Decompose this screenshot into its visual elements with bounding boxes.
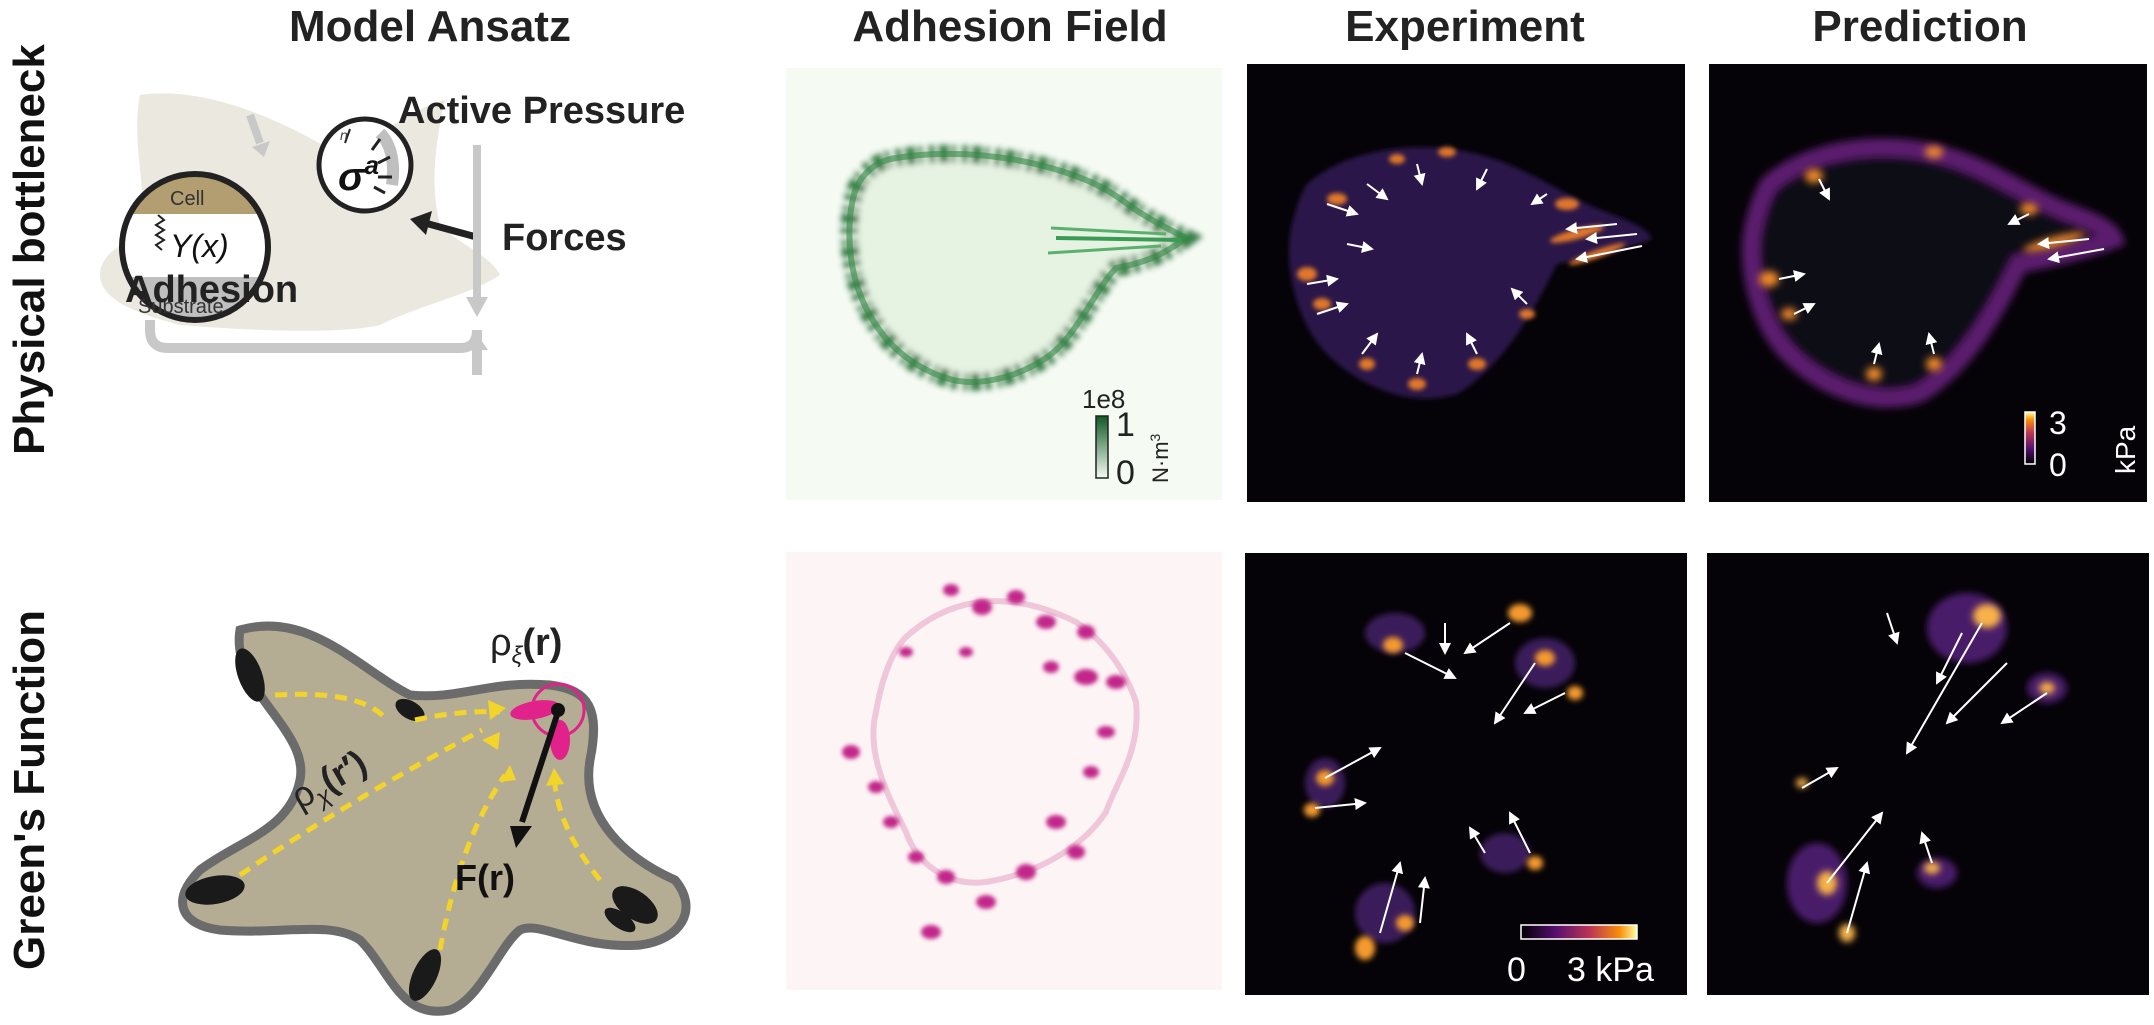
adhesion-colorbar-max: 1	[1116, 406, 1135, 444]
cell-label: Cell	[170, 188, 204, 210]
active-pressure-label: Active Pressure	[398, 90, 685, 132]
model-ansatz-top: n σa Cell Substrate Y(x) Active Pressure…	[80, 85, 760, 445]
force-label: F(r)	[455, 857, 515, 898]
experiment-colorbar-max: 3 kPa	[1567, 951, 1654, 989]
prediction-bottom	[1707, 553, 2149, 995]
experiment-bottom: 0 3 kPa	[1245, 553, 1687, 995]
experiment-bottom-image: 0 3 kPa	[1304, 604, 1654, 989]
adhesion-colorbar-unit: N·m3	[1147, 433, 1173, 483]
column-title-model: Model Ansatz	[289, 2, 571, 51]
experiment-top	[1247, 64, 1685, 502]
sigma-circle: n σa	[316, 116, 414, 214]
column-title-prediction: Prediction	[1812, 2, 2028, 51]
experiment-top-image	[1288, 147, 1652, 399]
prediction-colorbar-min: 0	[2049, 447, 2067, 483]
rho-xi-label: ρξ(r)	[490, 622, 562, 669]
adhesion-field-bottom	[786, 552, 1222, 990]
row-title-top: Physical bottleneck	[5, 44, 54, 455]
model-ansatz-top-diagram: n σa Cell Substrate Y(x) Active Pressure…	[100, 90, 685, 375]
column-title-experiment: Experiment	[1345, 2, 1585, 51]
adhesion-label: Adhesion	[125, 269, 298, 311]
row-title-bottom: Green's Function	[5, 609, 54, 971]
substrate-label: Substrate	[138, 296, 224, 318]
prediction-top-image: 3 0 kPa	[1741, 138, 2141, 483]
prediction-colorbar-max: 3	[2049, 405, 2067, 441]
experiment-colorbar-min: 0	[1507, 951, 1526, 989]
column-title-adhesion: Adhesion Field	[852, 2, 1168, 51]
experiment-bottom-arrows	[1314, 622, 1566, 934]
prediction-colorbar-unit: kPa	[2110, 425, 2141, 474]
greens-function-diagram: ρξ(r) ρχ(r′) F(r)	[178, 621, 691, 1016]
adhesion-field-top: 1e8 1 0 N·m3	[786, 68, 1222, 500]
model-ansatz-bottom-cell: ρξ(r) ρχ(r′) F(r)	[160, 600, 720, 1020]
forces-label: Forces	[502, 217, 627, 259]
adhesion-field-bottom-image	[842, 584, 1140, 939]
yx-label: Y(x)	[170, 228, 229, 264]
adhesion-blobs	[842, 584, 1126, 939]
prediction-bottom-image	[1787, 593, 2067, 942]
sigma-label: σa	[338, 150, 379, 199]
adhesion-colorbar-exponent: 1e8	[1082, 384, 1125, 414]
prediction-bottom-arrows	[1801, 612, 2048, 934]
prediction-top: 3 0 kPa	[1709, 64, 2147, 502]
adhesion-field-top-image: 1e8 1 0 N·m3	[840, 144, 1204, 492]
adhesion-colorbar-min: 0	[1116, 454, 1135, 492]
experiment-top-arrows	[1306, 163, 1643, 375]
prediction-top-arrows	[1778, 178, 2105, 365]
n-label: n	[340, 127, 348, 143]
